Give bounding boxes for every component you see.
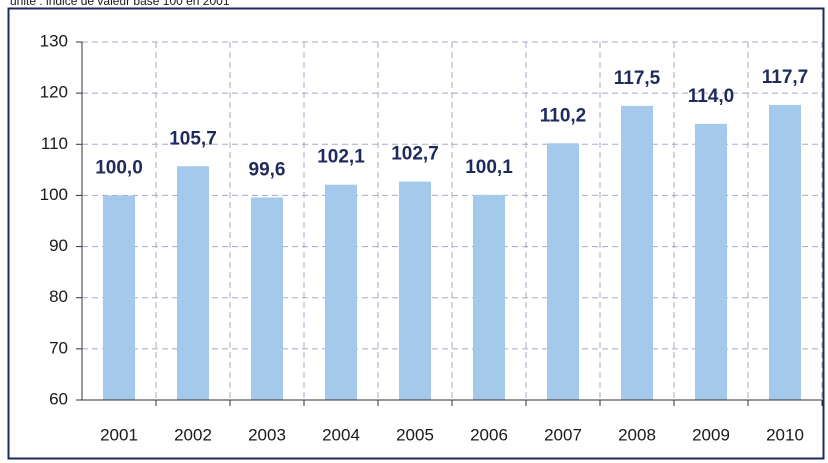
x-tick-label: 2008 (618, 425, 656, 444)
x-tick-label: 2005 (396, 425, 434, 444)
value-label: 102,7 (391, 144, 439, 165)
bar (251, 197, 283, 400)
x-tick-label: 2003 (248, 425, 286, 444)
y-tick-label: 60 (49, 389, 68, 408)
value-label: 100,1 (465, 157, 513, 178)
bar (473, 194, 505, 400)
bar (103, 195, 135, 400)
bar (177, 166, 209, 400)
bar (621, 105, 653, 400)
x-tick-label: 2006 (470, 425, 508, 444)
x-tick-label: 2001 (100, 425, 138, 444)
value-label: 117,7 (762, 67, 809, 88)
bar (325, 184, 357, 400)
y-tick-label: 110 (41, 134, 68, 153)
value-label: 110,2 (540, 105, 587, 126)
value-label: 102,1 (317, 147, 365, 168)
x-tick-label: 2007 (544, 425, 582, 444)
value-label: 117,5 (614, 68, 661, 89)
x-tick-label: 2002 (174, 425, 212, 444)
y-tick-label: 70 (49, 338, 68, 357)
bar (695, 123, 727, 400)
bar (547, 143, 579, 400)
bar (769, 104, 801, 401)
value-label: 99,6 (249, 159, 286, 180)
x-tick-label: 2010 (766, 425, 804, 444)
bar (399, 181, 431, 400)
value-label: 100,0 (95, 157, 143, 178)
x-tick-label: 2009 (692, 425, 730, 444)
y-tick-label: 100 (40, 185, 68, 204)
chart-subtitle: unité : indice de valeur base 100 en 200… (10, 0, 230, 8)
x-tick-label: 2004 (322, 425, 360, 444)
y-tick-label: 130 (40, 31, 68, 50)
value-label: 114,0 (688, 86, 735, 107)
y-tick-label: 90 (49, 236, 68, 255)
y-tick-label: 120 (40, 83, 68, 102)
y-tick-label: 80 (49, 287, 68, 306)
value-label: 105,7 (169, 128, 217, 149)
